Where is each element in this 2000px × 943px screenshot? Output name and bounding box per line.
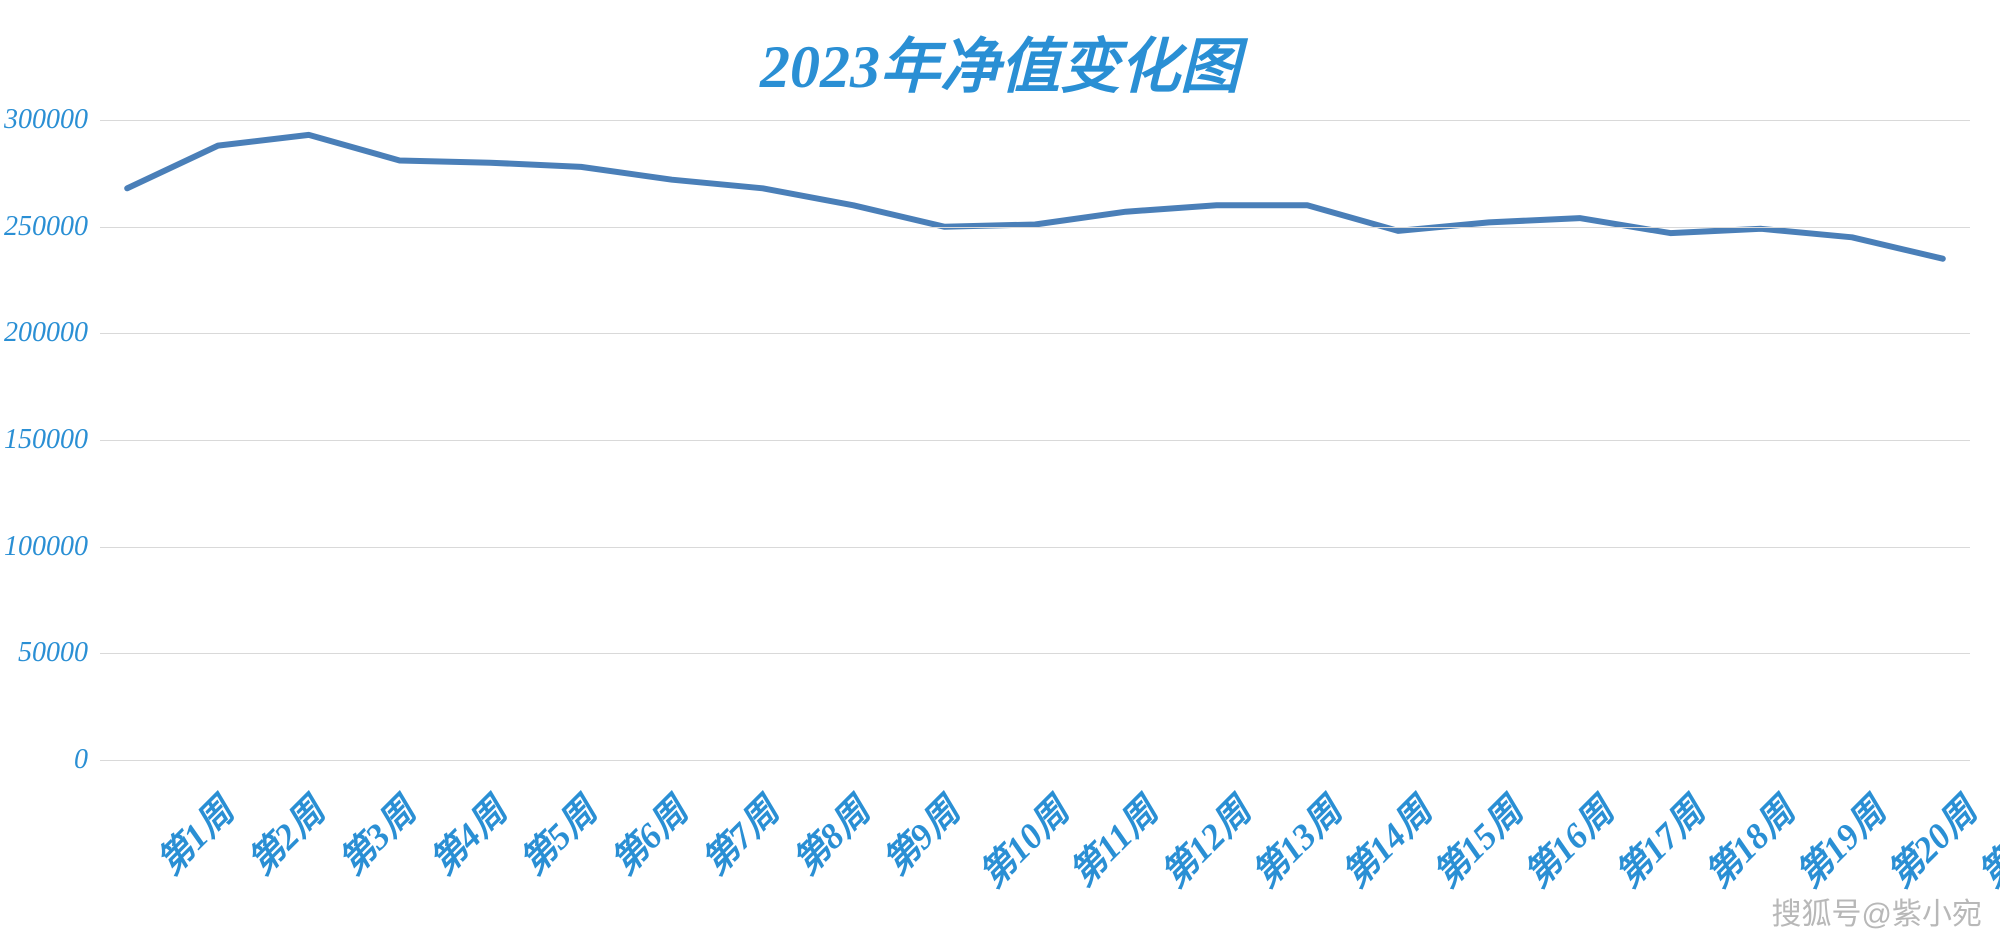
y-tick-label: 100000: [4, 531, 88, 563]
x-tick-label: 第8周: [779, 784, 879, 884]
x-tick-label: 第7周: [688, 784, 788, 884]
x-tick-label: 第15周: [1420, 784, 1533, 897]
x-tick-label: 第16周: [1511, 784, 1624, 897]
x-tick-label: 第1周: [144, 784, 244, 884]
x-tick-label: 第13周: [1238, 784, 1351, 897]
gridline: [100, 547, 1970, 548]
x-tick-label: 第20周: [1874, 784, 1987, 897]
plot-area: [100, 120, 1970, 760]
gridline: [100, 440, 1970, 441]
x-tick-label: 第11周: [1056, 784, 1168, 896]
y-tick-label: 300000: [4, 104, 88, 136]
y-tick-label: 0: [74, 744, 88, 776]
chart-title: 2023年净值变化图: [0, 18, 2000, 105]
y-tick-label: 250000: [4, 211, 88, 243]
y-tick-label: 150000: [4, 424, 88, 456]
x-tick-label: 第18周: [1692, 784, 1805, 897]
y-tick-label: 50000: [18, 637, 88, 669]
x-tick-label: 第5周: [507, 784, 607, 884]
gridline: [100, 760, 1970, 761]
x-tick-label: 第12周: [1147, 784, 1260, 897]
x-tick-label: 第10周: [966, 784, 1079, 897]
x-tick-label: 第3周: [325, 784, 425, 884]
x-tick-label: 第4周: [416, 784, 516, 884]
net-value-line: [127, 135, 1943, 259]
x-tick-label: 第6周: [597, 784, 697, 884]
x-tick-label: 第9周: [870, 784, 970, 884]
chart-container: 2023年净值变化图 搜狐号@紫小宛 0 50000 100000 150000 200…: [0, 0, 2000, 943]
gridline: [100, 653, 1970, 654]
x-tick-label: 第19周: [1783, 784, 1896, 897]
x-tick-label: 第21周: [1964, 784, 2000, 897]
gridline: [100, 120, 1970, 121]
x-tick-label: 第17周: [1601, 784, 1714, 897]
gridline: [100, 227, 1970, 228]
x-tick-label: 第14周: [1329, 784, 1442, 897]
gridline: [100, 333, 1970, 334]
x-tick-label: 第2周: [234, 784, 334, 884]
y-tick-label: 200000: [4, 317, 88, 349]
watermark-text: 搜狐号@紫小宛: [1772, 889, 1982, 933]
